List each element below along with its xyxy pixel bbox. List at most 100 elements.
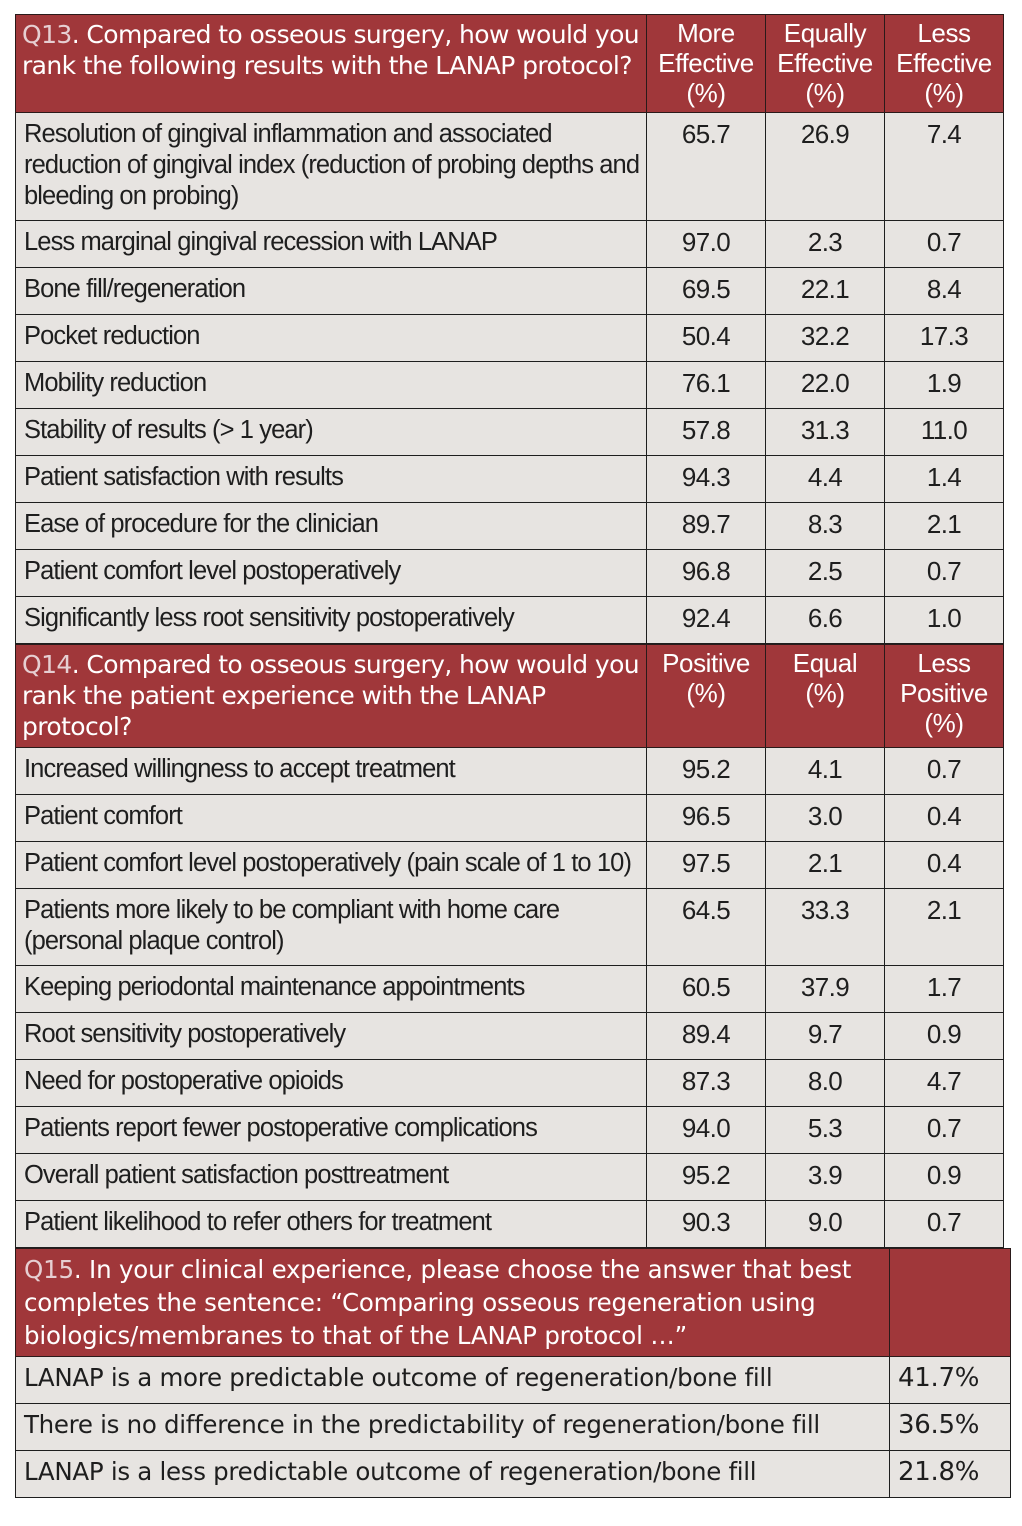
q14-table-row: Need for postoperative opioids 87.3 8.0 4.7: [15, 1059, 1004, 1107]
more-effective-value: 97.0: [646, 220, 766, 268]
q13-table-row: Ease of procedure for the clinician 89.7 8…: [15, 502, 1004, 550]
q13-table-row: Patient comfort level postoperatively 96.…: [15, 549, 1004, 597]
q13-table: Q13. Compared to osseous surgery, how wo…: [15, 14, 1004, 644]
q14-table-row: Keeping periodontal maintenance appointm…: [15, 965, 1004, 1013]
q14-body: Increased willingness to accept treatmen…: [15, 747, 1004, 1248]
equally-effective-value: 2.3: [765, 220, 885, 268]
q13-table-row: Stability of results (> 1 year) 57.8 31.3 1…: [15, 408, 1004, 456]
row-label: Root sensitivity postoperatively: [15, 1012, 647, 1060]
row-label: Pocket reduction: [15, 314, 647, 362]
row-label: Significantly less root sensitivity post…: [15, 596, 647, 644]
less-effective-value: 0.7: [884, 220, 1004, 268]
q14-table-row: Overall patient satisfaction posttreatme…: [15, 1153, 1004, 1201]
q14-table-row: Patient comfort level postoperatively (p…: [15, 841, 1004, 889]
q14-col-equal: Equal (%): [765, 644, 885, 748]
less-positive-value: 0.4: [884, 794, 1004, 842]
positive-value: 95.2: [646, 1153, 766, 1201]
row-label: Resolution of gingival inflammation and …: [15, 112, 647, 221]
row-label: Less marginal gingival recession with LA…: [15, 220, 647, 268]
positive-value: 90.3: [646, 1200, 766, 1248]
q15-table-row: There is no difference in the predictabi…: [15, 1403, 1011, 1451]
q15-table: Q15. In your clinical experience, please…: [15, 1248, 1011, 1498]
more-effective-value: 50.4: [646, 314, 766, 362]
answer-label: LANAP is a less predictable outcome of r…: [15, 1450, 890, 1498]
q15-question: Q15. In your clinical experience, please…: [15, 1248, 890, 1357]
equal-value: 3.0: [765, 794, 885, 842]
q14-table-row: Increased willingness to accept treatmen…: [15, 747, 1004, 795]
q14-table-row: Patient comfort 96.5 3.0 0.4: [15, 794, 1004, 842]
q13-col-more-effective: More Effective (%): [646, 14, 766, 113]
q15-table-row: LANAP is a more predictable outcome of r…: [15, 1356, 1011, 1404]
row-label: Ease of procedure for the clinician: [15, 502, 647, 550]
q14-col-less-positive: Less Positive (%): [884, 644, 1004, 748]
row-label: Patients report fewer postoperative comp…: [15, 1106, 647, 1154]
answer-percentage: 36.5%: [889, 1403, 1011, 1451]
more-effective-value: 96.8: [646, 549, 766, 597]
row-label: Patient comfort: [15, 794, 647, 842]
positive-value: 95.2: [646, 747, 766, 795]
positive-value: 89.4: [646, 1012, 766, 1060]
row-label: Overall patient satisfaction posttreatme…: [15, 1153, 647, 1201]
positive-value: 94.0: [646, 1106, 766, 1154]
row-label: Patient comfort level postoperatively: [15, 549, 647, 597]
more-effective-value: 69.5: [646, 267, 766, 315]
equal-value: 3.9: [765, 1153, 885, 1201]
equal-value: 9.7: [765, 1012, 885, 1060]
q15-header-blank: [889, 1248, 1011, 1357]
q14-table: Q14. Compared to osseous surgery, how wo…: [15, 644, 1004, 1248]
positive-value: 87.3: [646, 1059, 766, 1107]
q13-col-less-effective: Less Effective (%): [884, 14, 1004, 113]
less-effective-value: 7.4: [884, 112, 1004, 221]
row-label: Stability of results (> 1 year): [15, 408, 647, 456]
q13-table-row: Patient satisfaction with results 94.3 4.4…: [15, 455, 1004, 503]
q14-table-row: Root sensitivity postoperatively 89.4 9.7 0…: [15, 1012, 1004, 1060]
less-positive-value: 0.4: [884, 841, 1004, 889]
equally-effective-value: 8.3: [765, 502, 885, 550]
row-label: Keeping periodontal maintenance appointm…: [15, 965, 647, 1013]
equal-value: 37.9: [765, 965, 885, 1013]
equally-effective-value: 4.4: [765, 455, 885, 503]
less-positive-value: 0.7: [884, 1106, 1004, 1154]
positive-value: 60.5: [646, 965, 766, 1013]
q13-question: Q13. Compared to osseous surgery, how wo…: [15, 14, 647, 113]
answer-label: LANAP is a more predictable outcome of r…: [15, 1356, 890, 1404]
less-effective-value: 1.4: [884, 455, 1004, 503]
q15-header-row: Q15. In your clinical experience, please…: [15, 1248, 1011, 1357]
less-positive-value: 4.7: [884, 1059, 1004, 1107]
q13-header-row: Q13. Compared to osseous surgery, how wo…: [15, 14, 1004, 113]
q13-table-row: Less marginal gingival recession with LA…: [15, 220, 1004, 268]
q13-table-row: Resolution of gingival inflammation and …: [15, 112, 1004, 221]
equal-value: 5.3: [765, 1106, 885, 1154]
less-positive-value: 2.1: [884, 888, 1004, 966]
less-positive-value: 0.9: [884, 1153, 1004, 1201]
answer-percentage: 41.7%: [889, 1356, 1011, 1404]
less-effective-value: 1.0: [884, 596, 1004, 644]
answer-percentage: 21.8%: [889, 1450, 1011, 1498]
q13-table-row: Mobility reduction 76.1 22.0 1.9: [15, 361, 1004, 409]
less-effective-value: 1.9: [884, 361, 1004, 409]
less-effective-value: 8.4: [884, 267, 1004, 315]
q14-number: Q14: [22, 650, 72, 679]
equally-effective-value: 32.2: [765, 314, 885, 362]
positive-value: 97.5: [646, 841, 766, 889]
q15-body: LANAP is a more predictable outcome of r…: [15, 1356, 1011, 1498]
answer-label: There is no difference in the predictabi…: [15, 1403, 890, 1451]
q13-col-equally-effective: Equally Effective (%): [765, 14, 885, 113]
q13-body: Resolution of gingival inflammation and …: [15, 112, 1004, 644]
q14-table-row: Patient likelihood to refer others for t…: [15, 1200, 1004, 1248]
equally-effective-value: 2.5: [765, 549, 885, 597]
equal-value: 33.3: [765, 888, 885, 966]
q15-question-text: . In your clinical experience, please ch…: [24, 1255, 852, 1350]
row-label: Patient comfort level postoperatively (p…: [15, 841, 647, 889]
less-effective-value: 17.3: [884, 314, 1004, 362]
more-effective-value: 65.7: [646, 112, 766, 221]
equally-effective-value: 22.0: [765, 361, 885, 409]
less-positive-value: 0.7: [884, 1200, 1004, 1248]
survey-results-page: Q13. Compared to osseous surgery, how wo…: [15, 14, 1015, 1498]
equally-effective-value: 6.6: [765, 596, 885, 644]
row-label: Mobility reduction: [15, 361, 647, 409]
q13-table-row: Pocket reduction 50.4 32.2 17.3: [15, 314, 1004, 362]
more-effective-value: 76.1: [646, 361, 766, 409]
equally-effective-value: 22.1: [765, 267, 885, 315]
row-label: Increased willingness to accept treatmen…: [15, 747, 647, 795]
